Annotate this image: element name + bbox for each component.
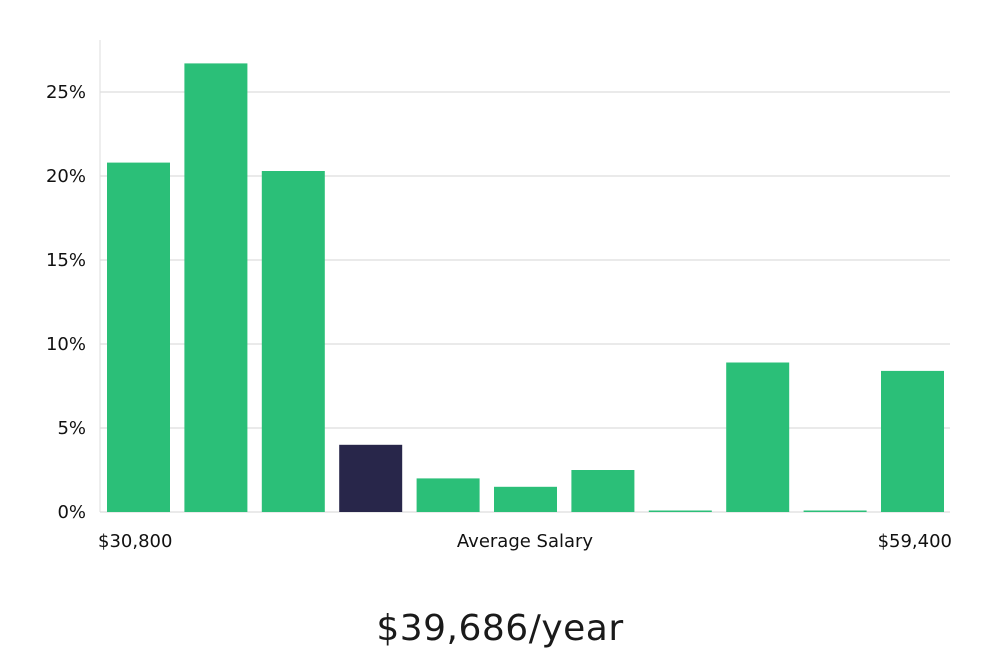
x-axis-label: Average Salary xyxy=(457,531,594,552)
x-range-max-label: $59,400 xyxy=(878,531,952,552)
bar-highlighted xyxy=(339,444,403,512)
y-tick-label: 5% xyxy=(57,418,86,439)
bar xyxy=(648,510,712,512)
y-tick-label: 20% xyxy=(46,166,86,187)
bar xyxy=(571,470,635,512)
bar xyxy=(416,478,480,512)
bar xyxy=(726,362,790,512)
bar xyxy=(107,162,170,512)
bar xyxy=(494,486,557,512)
y-tick-label: 10% xyxy=(46,334,86,355)
bar xyxy=(261,171,325,512)
bar xyxy=(184,63,248,513)
x-range-min-label: $30,800 xyxy=(98,531,172,552)
bar xyxy=(803,510,867,512)
y-tick-labels: 0% 5% 10% 15% 20% 25% xyxy=(46,82,86,523)
y-tick-label: 0% xyxy=(57,502,86,523)
average-salary-value: $39,686/year xyxy=(376,608,624,649)
y-tick-label: 25% xyxy=(46,82,86,103)
bar xyxy=(881,370,944,512)
bars xyxy=(107,63,944,513)
salary-histogram: 0%5%10%15%20%25% $30,800 Average Salary … xyxy=(46,40,952,552)
y-tick-label: 15% xyxy=(46,250,86,271)
